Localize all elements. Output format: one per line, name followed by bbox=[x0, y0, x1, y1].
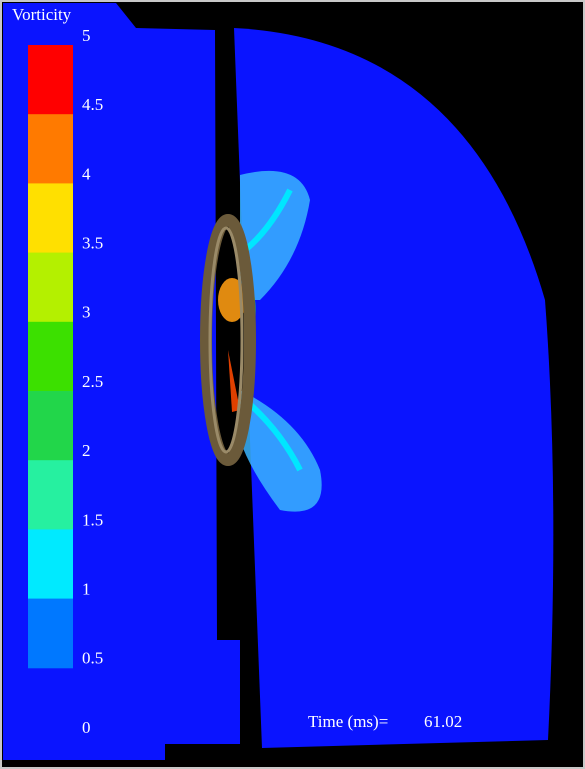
colorbar-tick-label: 4 bbox=[82, 164, 91, 183]
colorbar-band bbox=[28, 598, 73, 669]
colorbar-tick-label: 0 bbox=[82, 718, 91, 737]
colorbar-tick-label: 3.5 bbox=[82, 234, 103, 253]
right-domain bbox=[234, 28, 554, 748]
colorbar-tick-label: 0.5 bbox=[82, 649, 103, 668]
colorbar-title: Vorticity bbox=[12, 5, 72, 24]
colorbar-band bbox=[28, 252, 73, 323]
colorbar-tick-label: 1.5 bbox=[82, 510, 103, 529]
colorbar-band bbox=[28, 529, 73, 600]
colorbar-tick-label: 2.5 bbox=[82, 372, 103, 391]
ring bbox=[200, 214, 256, 466]
colorbar-band bbox=[28, 114, 73, 184]
colorbar-band bbox=[28, 321, 73, 392]
colorbar-tick-label: 1 bbox=[82, 580, 91, 599]
time-label: Time (ms)= bbox=[308, 712, 388, 731]
colorbar: Vorticity 5 4.5 4 3.5 3 2.5 2 1.5 1 0.5 0 bbox=[12, 5, 103, 737]
colorbar-tick-label: 5 bbox=[82, 26, 91, 45]
colorbar-band bbox=[28, 391, 73, 461]
colorbar-band bbox=[28, 45, 73, 115]
colorbar-tick-label: 4.5 bbox=[82, 95, 103, 114]
colorbar-tick-label: 2 bbox=[82, 441, 91, 460]
colorbar-band bbox=[28, 183, 73, 254]
colorbar-tick-label: 3 bbox=[82, 303, 91, 322]
colorbar-band bbox=[28, 460, 73, 530]
time-value: 61.02 bbox=[424, 712, 462, 731]
